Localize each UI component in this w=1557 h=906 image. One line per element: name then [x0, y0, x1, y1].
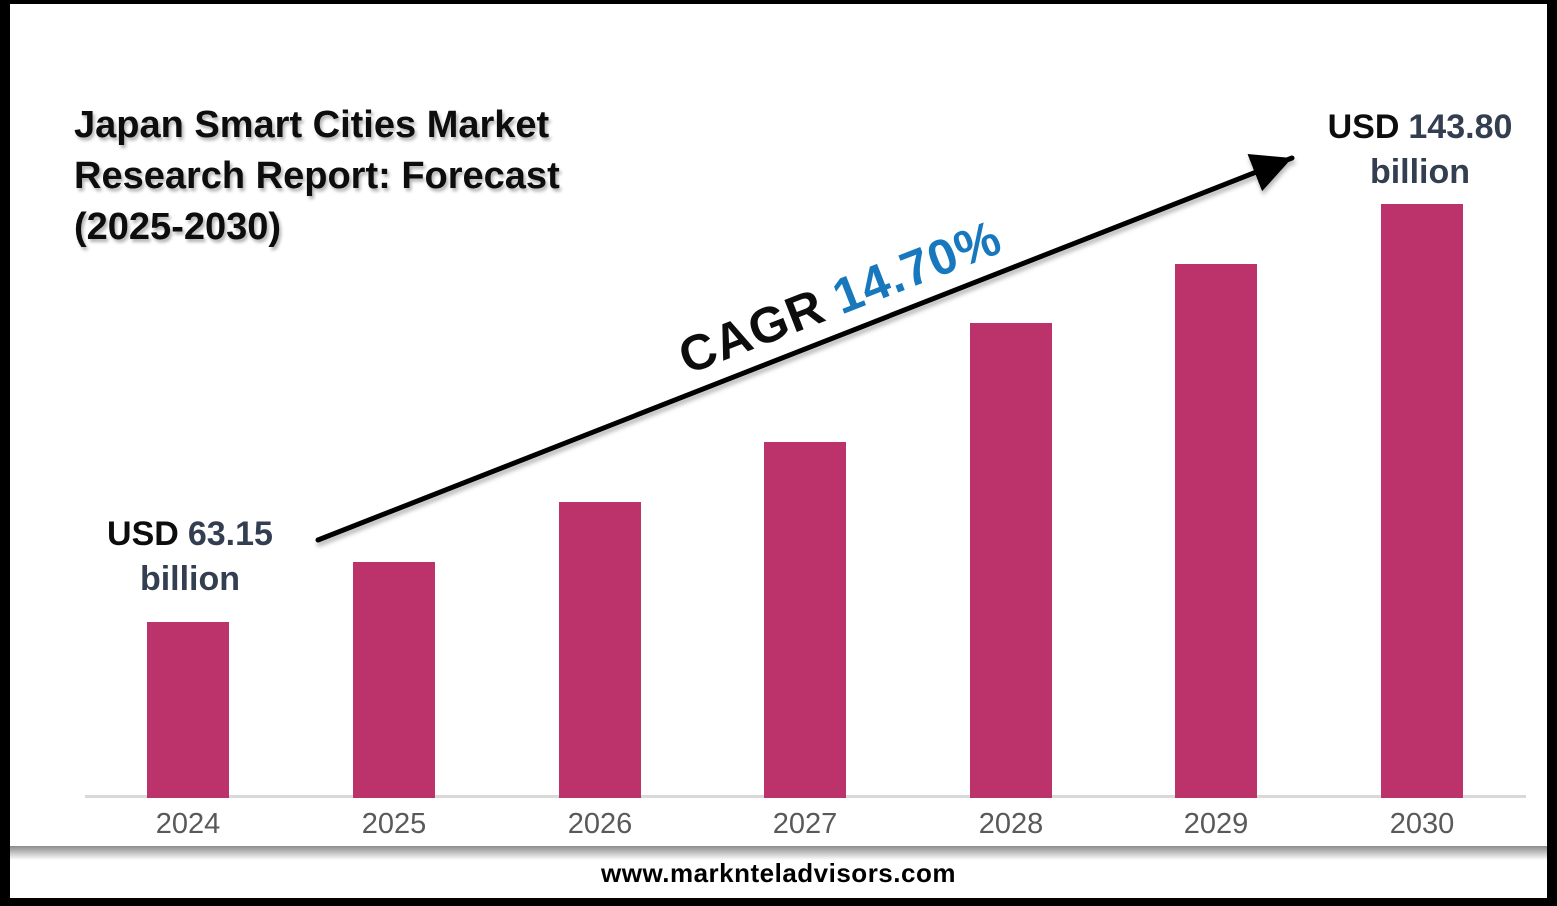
end-value-prefix: USD	[1327, 108, 1400, 146]
x-axis-label-2027: 2027	[772, 808, 838, 840]
bar-2028	[970, 323, 1052, 798]
start-value-prefix: USD	[107, 515, 179, 553]
chart-title: Japan Smart Cities Market Research Repor…	[74, 104, 560, 248]
end-value-label: USD 143.80 billion	[1300, 105, 1540, 195]
start-value-label: USD 63.15 billion	[60, 512, 320, 602]
footer-shadow	[10, 846, 1547, 860]
end-value-unit: billion	[1369, 153, 1471, 191]
x-axis-label-2029: 2029	[1183, 808, 1249, 840]
frame-border-bottom	[0, 898, 1557, 906]
bar-2024	[147, 622, 229, 798]
end-value-number: 143.80	[1408, 108, 1513, 146]
start-value-number: 63.15	[187, 515, 273, 553]
cagr-text: CAGR	[671, 277, 833, 385]
frame-border-top	[0, 0, 1557, 4]
cagr-value: 14.70%	[824, 209, 1009, 325]
x-axis-label-2025: 2025	[361, 808, 427, 840]
x-axis-label-2024: 2024	[155, 808, 221, 840]
bar-2025	[353, 562, 435, 798]
bar-2027	[764, 442, 846, 798]
footer: www.marknteladvisors.com	[10, 858, 1547, 898]
bar-2030	[1381, 204, 1463, 798]
website-url: www.marknteladvisors.com	[601, 858, 956, 888]
bar-2026	[559, 502, 641, 798]
frame-border-right	[1547, 0, 1557, 906]
x-axis-label-2026: 2026	[567, 808, 633, 840]
x-axis-label-2030: 2030	[1389, 808, 1455, 840]
bar-2029	[1175, 264, 1257, 798]
x-axis-label-2028: 2028	[978, 808, 1044, 840]
frame-border-left	[0, 0, 10, 906]
start-value-unit: billion	[139, 560, 241, 598]
